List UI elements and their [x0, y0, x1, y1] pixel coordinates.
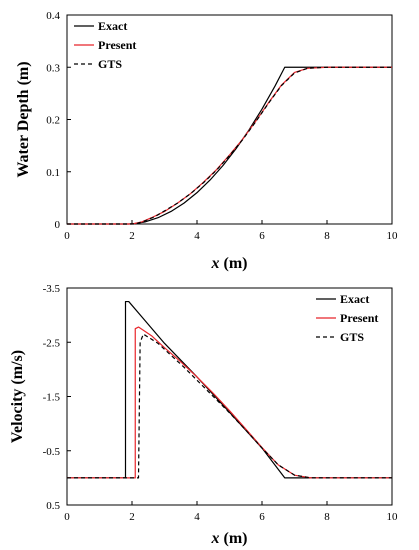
- y-tick-label: 0.3: [46, 62, 60, 74]
- legend-label-gts: GTS: [340, 330, 364, 344]
- x-tick-label: 6: [259, 511, 265, 523]
- series-line-exact: [67, 300, 392, 479]
- x-axis-variable: x: [211, 255, 220, 272]
- y-tick-label: 0.2: [46, 115, 60, 127]
- x-tick-label: 8: [324, 230, 330, 242]
- y-tick-label: 0.4: [46, 10, 60, 22]
- x-tick-label: 8: [324, 511, 330, 523]
- water-depth-chart: 0 2 4 6 8 10 0 0.1 0.2 0.3 0.4 x (m) Water Depth (m)…: [15, 10, 398, 272]
- series-line-gts: [67, 66, 392, 225]
- y-tick-label: -2.5: [43, 337, 61, 349]
- x-tick-label: 6: [259, 230, 265, 242]
- x-axis-title: x (m): [211, 530, 248, 547]
- y-tick-label: -3.5: [43, 283, 61, 295]
- x-tick-label: 2: [129, 230, 135, 242]
- y-tick-label: -0.5: [43, 446, 61, 458]
- x-tick-label: 10: [387, 511, 399, 523]
- series-line-present: [67, 326, 392, 479]
- legend-label-present: Present: [340, 311, 378, 325]
- y-tick-label: 0.1: [46, 167, 60, 179]
- velocity-chart: 0 2 4 6 8 10 -3.5 -2.5 -1.5 -0.5 0.5 x (m) Velocity …: [9, 283, 398, 547]
- series-line-exact: [67, 66, 392, 225]
- legend-label-exact: Exact: [98, 19, 127, 33]
- y-tick-label: -1.5: [43, 392, 61, 404]
- series-line-gts: [67, 333, 392, 479]
- x-tick-label: 0: [64, 511, 70, 523]
- x-axis-unit: (m): [220, 255, 248, 272]
- legend-label-gts: GTS: [98, 57, 122, 71]
- x-axis-variable: x: [211, 530, 220, 547]
- series-line-present: [67, 66, 392, 225]
- y-axis-title: Water Depth (m): [15, 61, 32, 177]
- x-tick-label: 0: [64, 230, 70, 242]
- y-axis-title: Velocity (m/s): [9, 350, 26, 443]
- x-tick-label: 2: [129, 511, 135, 523]
- y-tick-label: 0.5: [46, 500, 60, 512]
- x-axis-title: x (m): [211, 255, 248, 272]
- legend-label-exact: Exact: [340, 292, 369, 306]
- y-tick-label: 0: [55, 219, 61, 231]
- x-tick-label: 10: [387, 230, 399, 242]
- x-tick-label: 4: [194, 230, 200, 242]
- x-tick-label: 4: [194, 511, 200, 523]
- x-axis-unit: (m): [220, 530, 248, 547]
- legend-label-present: Present: [98, 38, 136, 52]
